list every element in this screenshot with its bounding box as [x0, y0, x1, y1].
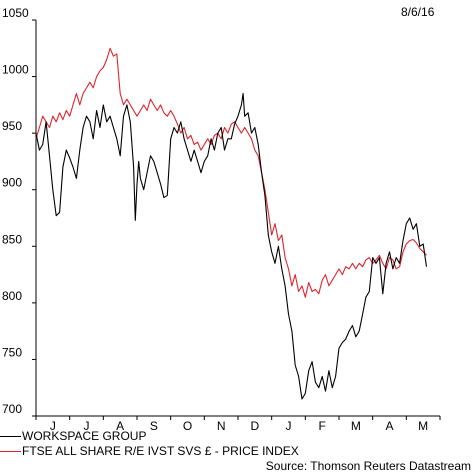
y-tick-label: 1000: [2, 63, 29, 77]
legend-swatch-black: [0, 436, 21, 438]
y-tick-label: 900: [2, 176, 22, 190]
x-tick-label: S: [150, 419, 158, 430]
series-line-ftse-index: [35, 47, 427, 298]
legend-label: WORKSPACE GROUP: [22, 429, 147, 443]
x-tick-label: N: [217, 419, 226, 430]
x-tick-label: O: [183, 419, 192, 430]
line-chart: 700 750 800 850 900 950 1000 1050 J J A S O N D J F M A M: [2, 6, 441, 430]
x-tick-label: A: [385, 419, 393, 430]
date-label: 8/6/16: [401, 5, 435, 19]
source-note: Source: Thomson Reuters Datastream: [265, 459, 471, 473]
y-tick-label: 1050: [2, 6, 29, 20]
legend-swatch-red: [0, 451, 21, 453]
legend-item-ftse-index: FTSE ALL SHARE R/E IVST SVS £ - PRICE IN…: [0, 444, 299, 458]
series-line-workspace-group: [35, 92, 428, 400]
y-tick-label: 800: [2, 289, 22, 303]
x-tick-label: D: [250, 419, 259, 430]
x-tick-label: J: [286, 419, 292, 430]
plot-area: 700 750 800 850 900 950 1000 1050 J J A S O N D J F M A M: [2, 6, 441, 430]
y-tick-label: 700: [2, 402, 22, 416]
series-layer: [35, 47, 428, 400]
x-tick-label: M: [418, 419, 428, 430]
x-tick-label: J: [50, 419, 56, 430]
x-tick-label: J: [84, 419, 90, 430]
y-tick-label: 850: [2, 232, 22, 246]
x-tick-label: F: [318, 419, 325, 430]
y-tick-label: 750: [2, 345, 22, 359]
legend-item-workspace-group: WORKSPACE GROUP: [0, 429, 146, 443]
x-tick-label: M: [351, 419, 361, 430]
legend-label: FTSE ALL SHARE R/E IVST SVS £ - PRICE IN…: [22, 444, 299, 458]
y-tick-label: 950: [2, 119, 22, 133]
x-tick-label: A: [116, 419, 124, 430]
y-ticks: 700 750 800 850 900 950 1000 1050: [2, 6, 36, 417]
